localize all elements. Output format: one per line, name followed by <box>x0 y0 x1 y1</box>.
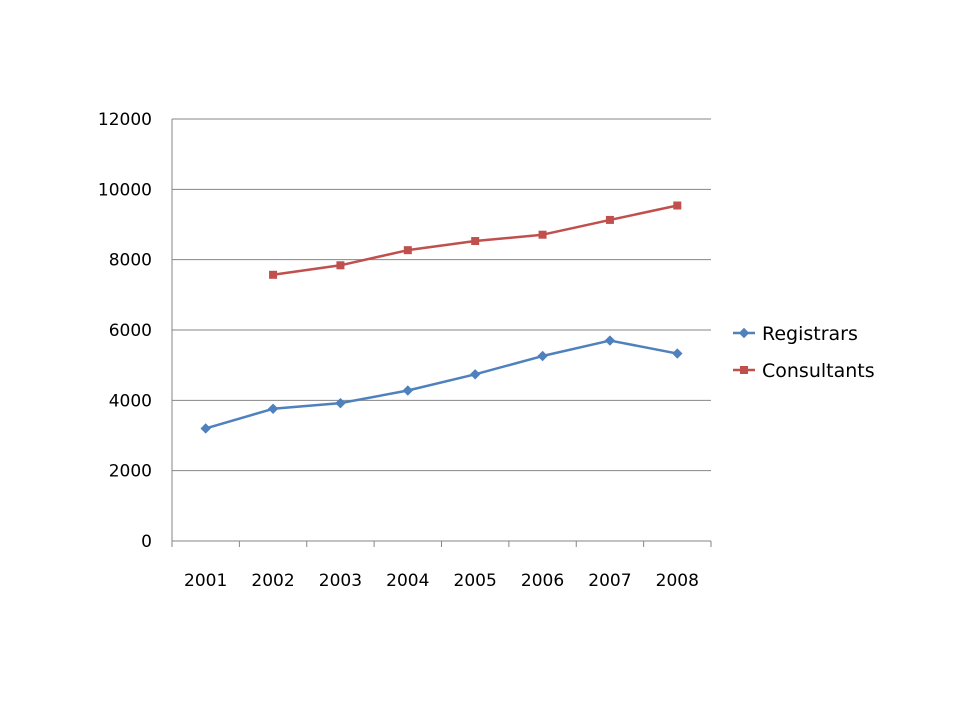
x-tick-label: 2008 <box>656 571 699 591</box>
legend-swatch-marker <box>740 366 748 374</box>
y-tick-label: 6000 <box>109 321 152 341</box>
x-tick-label: 2003 <box>319 571 362 591</box>
gridlines <box>172 118 711 472</box>
legend: Registrars Consultants <box>733 323 875 382</box>
data-point <box>672 348 683 359</box>
data-point <box>538 230 547 239</box>
y-tick-label: 10000 <box>98 180 152 200</box>
y-tick-label: 4000 <box>109 391 152 411</box>
series-line-registrars <box>205 339 678 430</box>
legend-label: Consultants <box>762 360 875 382</box>
series-consultants <box>269 201 682 279</box>
data-point <box>200 423 211 434</box>
x-tick-label: 2002 <box>251 571 294 591</box>
data-point <box>605 215 614 224</box>
series-group <box>200 201 683 434</box>
legend-item-consultants: Consultants <box>733 360 875 382</box>
y-tick-label: 2000 <box>109 462 152 482</box>
data-point <box>673 201 682 210</box>
x-tick-label: 2004 <box>386 571 429 591</box>
data-point <box>335 397 346 409</box>
y-tick-label: 0 <box>141 532 152 552</box>
x-tick-label: 2005 <box>454 571 497 591</box>
y-tick-label: 8000 <box>109 251 152 271</box>
data-point <box>269 270 278 279</box>
y-tick-label: 12000 <box>98 110 152 130</box>
data-point <box>604 335 616 346</box>
x-tick-label: 2006 <box>521 571 564 591</box>
legend-label: Registrars <box>762 323 858 345</box>
series-registrars <box>200 335 683 434</box>
x-tick-label: 2007 <box>588 571 631 591</box>
data-point <box>402 385 414 396</box>
data-point <box>267 403 279 414</box>
data-point <box>403 246 412 255</box>
legend-swatch-marker <box>738 327 750 339</box>
data-point <box>469 369 481 380</box>
data-point <box>336 261 345 270</box>
x-tick-label: 2001 <box>184 571 227 591</box>
axes: 0 2000 4000 6000 8000 10000 12000 2001 2002 2003 2… <box>98 110 712 591</box>
legend-item-registrars: Registrars <box>733 323 858 345</box>
data-point <box>537 350 548 362</box>
data-point <box>471 237 480 246</box>
